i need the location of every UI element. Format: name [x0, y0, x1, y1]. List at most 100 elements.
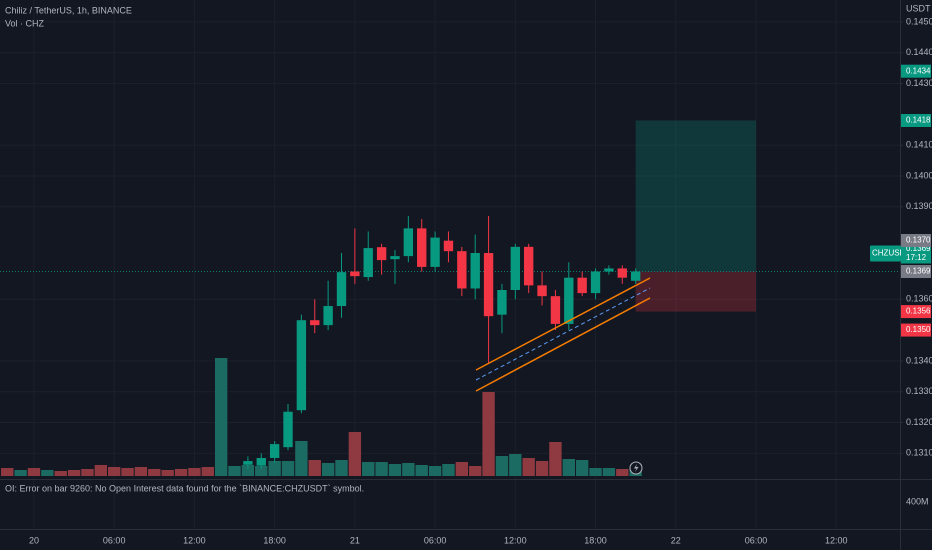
volume-bar [41, 470, 54, 476]
candle-body [604, 268, 614, 272]
volume-pane [1, 358, 642, 476]
volume-bar [335, 460, 348, 476]
candle-body [577, 277, 587, 294]
candle-body [417, 228, 427, 267]
candle-body [363, 248, 373, 278]
candle-body [617, 268, 627, 278]
volume-bar [321, 463, 335, 476]
stop-zone [635, 271, 756, 312]
y-tick-label: 0.1320 [906, 417, 932, 427]
axis-unit: USDT [906, 3, 931, 13]
candle-body [283, 411, 293, 448]
volume-bar [188, 468, 201, 476]
price-label-box [901, 114, 931, 128]
x-tick-label: 12:00 [183, 535, 206, 545]
volume-bar [201, 467, 214, 476]
candle-body [323, 306, 333, 326]
y-tick-label: 0.1400 [906, 170, 932, 180]
candle-body [630, 271, 641, 281]
price-label: 0.1350 [906, 325, 931, 334]
volume-bar [616, 469, 629, 476]
candle-body [537, 285, 547, 297]
channel-middle [475, 287, 651, 381]
candle-body [483, 253, 494, 317]
x-tick-label: 21 [350, 535, 360, 545]
volume-bar [67, 470, 81, 476]
channel-lower [475, 297, 651, 392]
y-tick-label: 0.1450 [906, 16, 932, 26]
event-bolt [634, 464, 639, 472]
volume-bar [308, 460, 321, 476]
symbol-badge [870, 245, 901, 262]
volume-bar [549, 442, 562, 476]
volume-bar [148, 469, 161, 476]
y-tick-label: 0.1390 [906, 201, 932, 211]
price-label: 0.1370 [906, 236, 931, 245]
volume-bar [54, 471, 67, 476]
candle-body [376, 247, 387, 261]
channel-drawing [475, 277, 651, 392]
y-tick-label: 0.1360 [906, 294, 932, 304]
position-tool [0, 120, 900, 312]
volume-bar [428, 466, 442, 476]
volume-bar [268, 461, 281, 476]
volume-bar [14, 470, 27, 476]
volume-bar [228, 466, 241, 476]
x-tick-label: 20 [29, 535, 39, 545]
grid [0, 0, 900, 529]
volume-bar [81, 469, 94, 476]
price-label: 0.1356 [906, 307, 931, 316]
candle-body [296, 320, 307, 411]
candle-body [350, 271, 360, 277]
volume-bar [522, 458, 535, 476]
candle-body [470, 253, 480, 289]
candle-body [590, 271, 601, 294]
candle-body [564, 277, 574, 324]
y-tick-label: 0.1440 [906, 47, 932, 57]
candle-body [256, 457, 266, 466]
countdown: 17:12 [906, 253, 927, 262]
price-label-box [901, 305, 931, 319]
axes: 0.1450 0.1440 0.1430 0.1410 0.1400 0.1390 0.13… [29, 16, 932, 545]
volume-bar [402, 463, 415, 476]
price-label: 0.1418 [906, 116, 931, 125]
candle-body [336, 272, 347, 307]
x-tick-label: 12:00 [825, 535, 848, 545]
x-tick-label: 06:00 [424, 535, 447, 545]
volume-bar [602, 468, 616, 476]
price-label-box [901, 234, 931, 248]
volume-bar [94, 465, 108, 476]
y-tick-label: 0.1410 [906, 140, 932, 150]
volume-bar [134, 467, 148, 476]
chart-title: Chiliz / TetherUS, 1h, BINANCE [5, 5, 132, 15]
symbol-name: CHZUSDT [872, 249, 910, 258]
volume-bar [255, 466, 268, 476]
candle-body [524, 246, 534, 286]
candle-body [497, 290, 507, 315]
volume-bar [589, 468, 602, 476]
volume-bar [415, 465, 428, 476]
candle-body [390, 256, 400, 260]
volume-bar [535, 461, 549, 476]
channel-upper [475, 277, 651, 371]
candle-body [243, 461, 253, 465]
price-label-box [901, 64, 931, 78]
price-label-box [901, 323, 931, 337]
y-tick-label: 0.1330 [906, 386, 932, 396]
x-tick-label: 18:00 [584, 535, 607, 545]
y-tick-label: 0.1340 [906, 355, 932, 365]
volume-legend: Vol · CHZ [5, 18, 45, 28]
volume-bar [108, 467, 121, 476]
oi-axis-label: 400M [906, 496, 929, 506]
volume-bar [174, 469, 188, 476]
volume-bar [375, 462, 388, 476]
y-tick-label: 0.1310 [906, 448, 932, 458]
volume-bar [455, 462, 469, 476]
x-tick-label: 06:00 [103, 535, 126, 545]
volume-bar [348, 432, 362, 476]
volume-bar [388, 464, 402, 476]
price-label: 0.1434 [906, 66, 931, 75]
event-icon [629, 461, 643, 475]
volume-bar [469, 466, 482, 476]
candle-body [457, 251, 467, 289]
